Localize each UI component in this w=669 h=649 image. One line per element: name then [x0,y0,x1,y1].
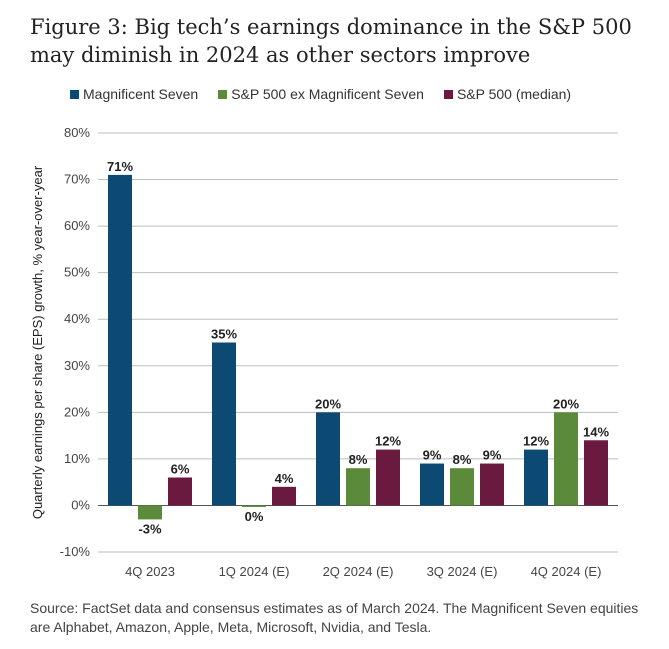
bar [480,463,504,506]
y-axis-label: Quarterly earnings per share (EPS) growt… [30,165,45,519]
x-tick-label: 3Q 2024 (E) [427,564,498,579]
bar [346,468,370,506]
data-label: 20% [553,396,579,411]
data-label: 6% [171,462,190,477]
data-label: 9% [483,448,502,463]
source-note: Source: FactSet data and consensus estim… [30,600,639,635]
y-tick-label: 30% [64,358,90,373]
data-label: 8% [349,452,368,467]
data-label: 0% [245,509,264,524]
data-label: 20% [315,396,341,411]
bar-chart: -10% 0% 10% 20% 30% 40% 50% 60% 70% 80% Quarterly … [30,125,618,579]
chart-title: Figure 3: Big tech’s earnings dominance … [30,15,632,67]
bar [212,342,236,506]
y-tick-label: -10% [60,544,91,559]
x-tick-label: 4Q 2024 (E) [531,564,602,579]
bar [242,505,266,507]
legend-swatch-sp500-ex [218,89,228,99]
bar [108,174,132,506]
y-tick-label: 50% [64,265,90,280]
data-label: 71% [107,159,133,174]
legend-swatch-sp500-median [443,89,453,99]
legend-label-sp500-ex: S&P 500 ex Magnificent Seven [231,86,424,102]
legend: Magnificent Seven S&P 500 ex Magnificent… [70,86,571,102]
bar [316,412,340,506]
bar [450,468,474,506]
x-tick-label: 2Q 2024 (E) [323,564,394,579]
bar [376,449,400,506]
y-tick-label: 20% [64,404,90,419]
data-label: 8% [453,452,472,467]
x-tick-label: 4Q 2023 [125,564,175,579]
x-tick-label: 1Q 2024 (E) [219,564,290,579]
data-label: 12% [523,434,549,449]
bar [584,440,608,506]
legend-item-sp500-median: S&P 500 (median) [443,86,572,102]
legend-label-magnificent-seven: Magnificent Seven [83,86,199,102]
data-label: 12% [375,434,401,449]
data-label: 9% [423,448,442,463]
y-tick-label: 60% [64,218,90,233]
legend-swatch-magnificent-seven [70,89,79,99]
data-label: 14% [583,424,609,439]
data-label: 4% [275,471,294,486]
bar [524,449,548,506]
data-label: 35% [211,327,237,342]
bar [138,505,162,520]
legend-item-magnificent-seven: Magnificent Seven [70,86,198,102]
y-tick-label: 0% [71,497,90,512]
y-tick-label: 40% [64,311,90,326]
bar [168,477,192,506]
bar [272,486,296,506]
y-tick-label: 80% [64,125,90,140]
y-tick-label: 70% [64,172,90,187]
data-label: -3% [138,521,162,536]
legend-item-sp500-ex: S&P 500 ex Magnificent Seven [218,86,424,102]
legend-label-sp500-median: S&P 500 (median) [456,86,572,102]
bar [420,463,444,506]
y-tick-label: 10% [64,451,90,466]
bar [554,412,578,506]
